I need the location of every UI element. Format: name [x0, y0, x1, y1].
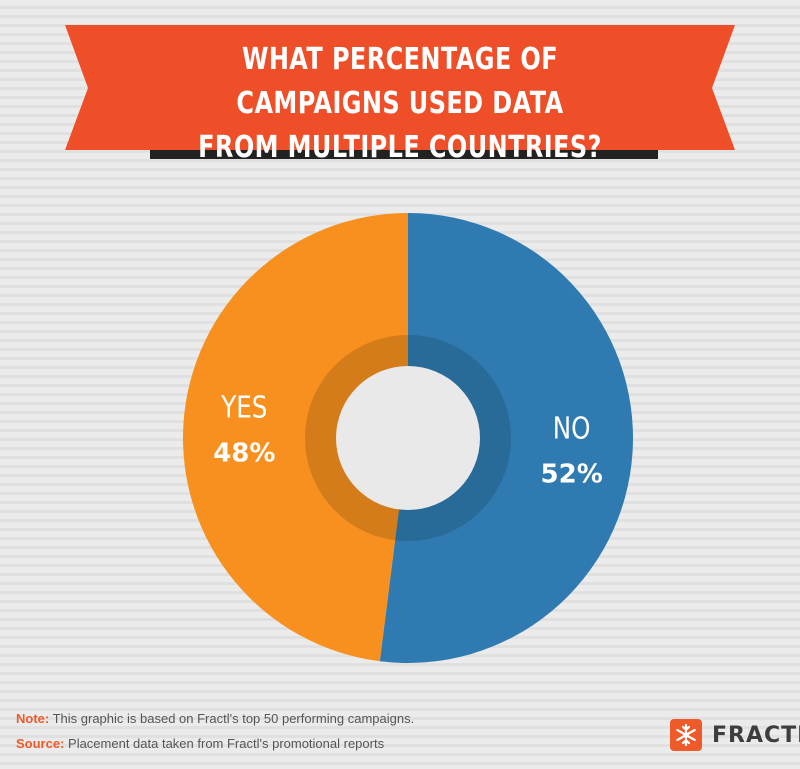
footer-source: Source: Placement data taken from Fractl… — [16, 736, 384, 751]
slice-yes — [182, 213, 408, 662]
page-title: WHAT PERCENTAGE OF CAMPAIGNS USED DATA F… — [160, 38, 640, 170]
footer-note: Note: This graphic is based on Fractl's … — [16, 711, 414, 726]
slice-value-no: 52% — [541, 459, 603, 489]
source-key: Source: — [16, 736, 65, 751]
note-key: Note: — [16, 711, 50, 726]
title-ribbon — [65, 25, 735, 150]
note-text: This graphic is based on Fractl's top 50… — [49, 711, 415, 726]
brand-name: FRACTL — [712, 722, 800, 748]
slice-label-yes: YES — [220, 391, 267, 425]
slice-label-no: NO — [553, 412, 591, 446]
title-banner — [65, 25, 735, 159]
source-text: Placement data taken from Fractl's promo… — [64, 736, 385, 751]
labels-group: NO 52% YES 48% — [213, 391, 603, 489]
donut-chart: NO 52% YES 48% — [182, 213, 633, 663]
title-line-1: WHAT PERCENTAGE OF CAMPAIGNS USED DATA — [236, 42, 564, 121]
title-line-2: FROM MULTIPLE COUNTRIES? — [198, 130, 602, 165]
snowflake-icon — [670, 719, 702, 751]
donut-hole — [336, 366, 480, 510]
slice-value-yes: 48% — [213, 439, 275, 469]
brand-logo: FRACTL — [670, 718, 800, 752]
